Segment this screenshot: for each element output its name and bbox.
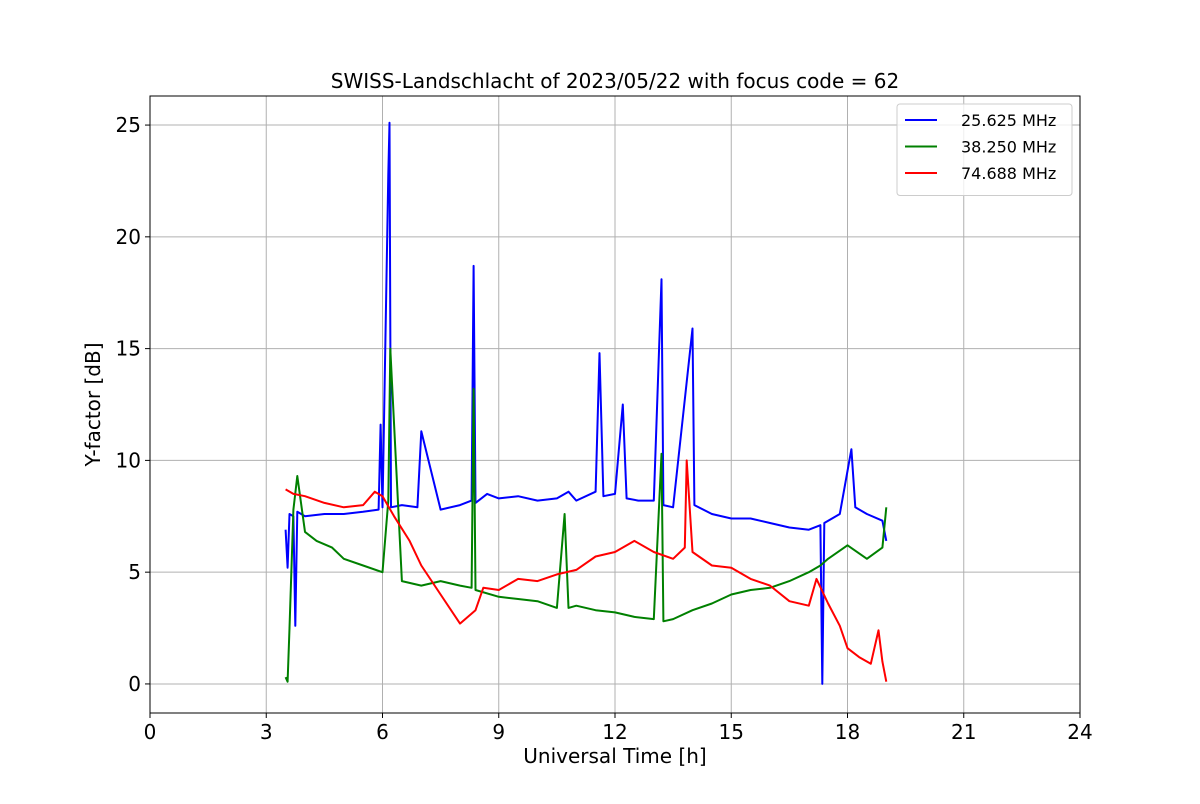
y-tick-label: 0: [128, 672, 141, 696]
y-tick-label: 25: [116, 113, 141, 137]
x-tick-label: 9: [492, 720, 505, 744]
y-tick-label: 20: [116, 225, 141, 249]
y-axis-label: Y-factor [dB]: [81, 342, 105, 467]
legend-box: [896, 103, 1073, 196]
y-tick-label: 5: [128, 560, 141, 584]
x-tick-label: 24: [1067, 720, 1092, 744]
x-tick-label: 15: [719, 720, 744, 744]
x-tick-label: 12: [602, 720, 627, 744]
x-tick-label: 6: [376, 720, 389, 744]
series-line-0: [284, 121, 888, 685]
x-axis-label: Universal Time [h]: [523, 744, 706, 768]
x-tick-label: 21: [951, 720, 976, 744]
legend-label-1: 38.250 MHz: [961, 138, 1056, 157]
data-series: [284, 121, 888, 685]
y-tick-label: 15: [116, 337, 141, 361]
legend: 25.625 MHz 38.250 MHz 74.688 MHz: [896, 103, 1073, 196]
axis-ticks: 0 3 6 9 12 15 18 21 24 0 5 10 15 20 25: [116, 113, 1093, 744]
x-tick-label: 3: [260, 720, 273, 744]
series-line-1: [284, 347, 888, 683]
y-tick-label: 10: [116, 448, 141, 472]
x-tick-label: 0: [144, 720, 157, 744]
series-line-2: [285, 459, 888, 682]
x-tick-label: 18: [835, 720, 860, 744]
legend-label-0: 25.625 MHz: [961, 111, 1056, 130]
legend-label-2: 74.688 MHz: [961, 164, 1056, 183]
chart-title: SWISS-Landschlacht of 2023/05/22 with fo…: [331, 69, 899, 93]
